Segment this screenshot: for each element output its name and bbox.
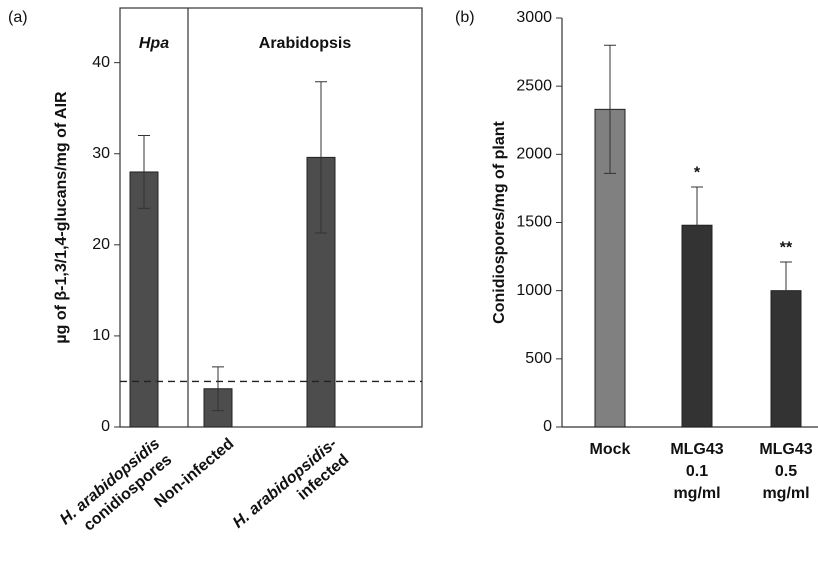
y-axis-label: Conidiospores/mg of plant — [491, 121, 508, 324]
y-tick-label: 40 — [92, 54, 110, 71]
error-bar — [315, 81, 327, 234]
x-tick-label: MLG43 — [759, 441, 812, 458]
error-bar — [138, 135, 150, 209]
panel-label: (a) — [8, 9, 28, 26]
panel-label: (b) — [455, 9, 475, 26]
x-tick-label: mg/ml — [762, 485, 809, 502]
y-tick-label: 20 — [92, 236, 110, 253]
plot-frame — [119, 7, 423, 428]
significance-label: ** — [780, 239, 793, 256]
y-tick-label: 500 — [525, 350, 552, 367]
error-bar — [780, 261, 792, 320]
y-tick-label: 1500 — [516, 214, 552, 231]
group-label: Hpa — [139, 35, 169, 52]
y-tick-label: 1000 — [516, 282, 552, 299]
y-tick-label: 0 — [543, 418, 552, 435]
bar — [129, 171, 159, 428]
significance-label: * — [694, 164, 701, 181]
y-tick-label: 30 — [92, 145, 110, 162]
y-tick-label: 2000 — [516, 146, 552, 163]
y-tick-label: 0 — [101, 418, 110, 435]
y-tick-label: 3000 — [516, 9, 552, 26]
y-tick-label: 10 — [92, 327, 110, 344]
error-bar — [604, 44, 616, 174]
y-tick-label: 2500 — [516, 77, 552, 94]
y-axis-label: µg of β-1,3/1,4-glucans/mg of AIR — [53, 91, 70, 344]
x-tick-label: MLG43 — [670, 441, 723, 458]
group-label: Arabidopsis — [259, 35, 352, 52]
x-tick-label: 0.1 — [686, 463, 708, 480]
x-tick-label: 0.5 — [775, 463, 797, 480]
error-bar — [212, 366, 224, 412]
x-tick-label: mg/ml — [673, 485, 720, 502]
error-bar — [691, 186, 703, 264]
x-tick-label: Mock — [590, 441, 631, 458]
